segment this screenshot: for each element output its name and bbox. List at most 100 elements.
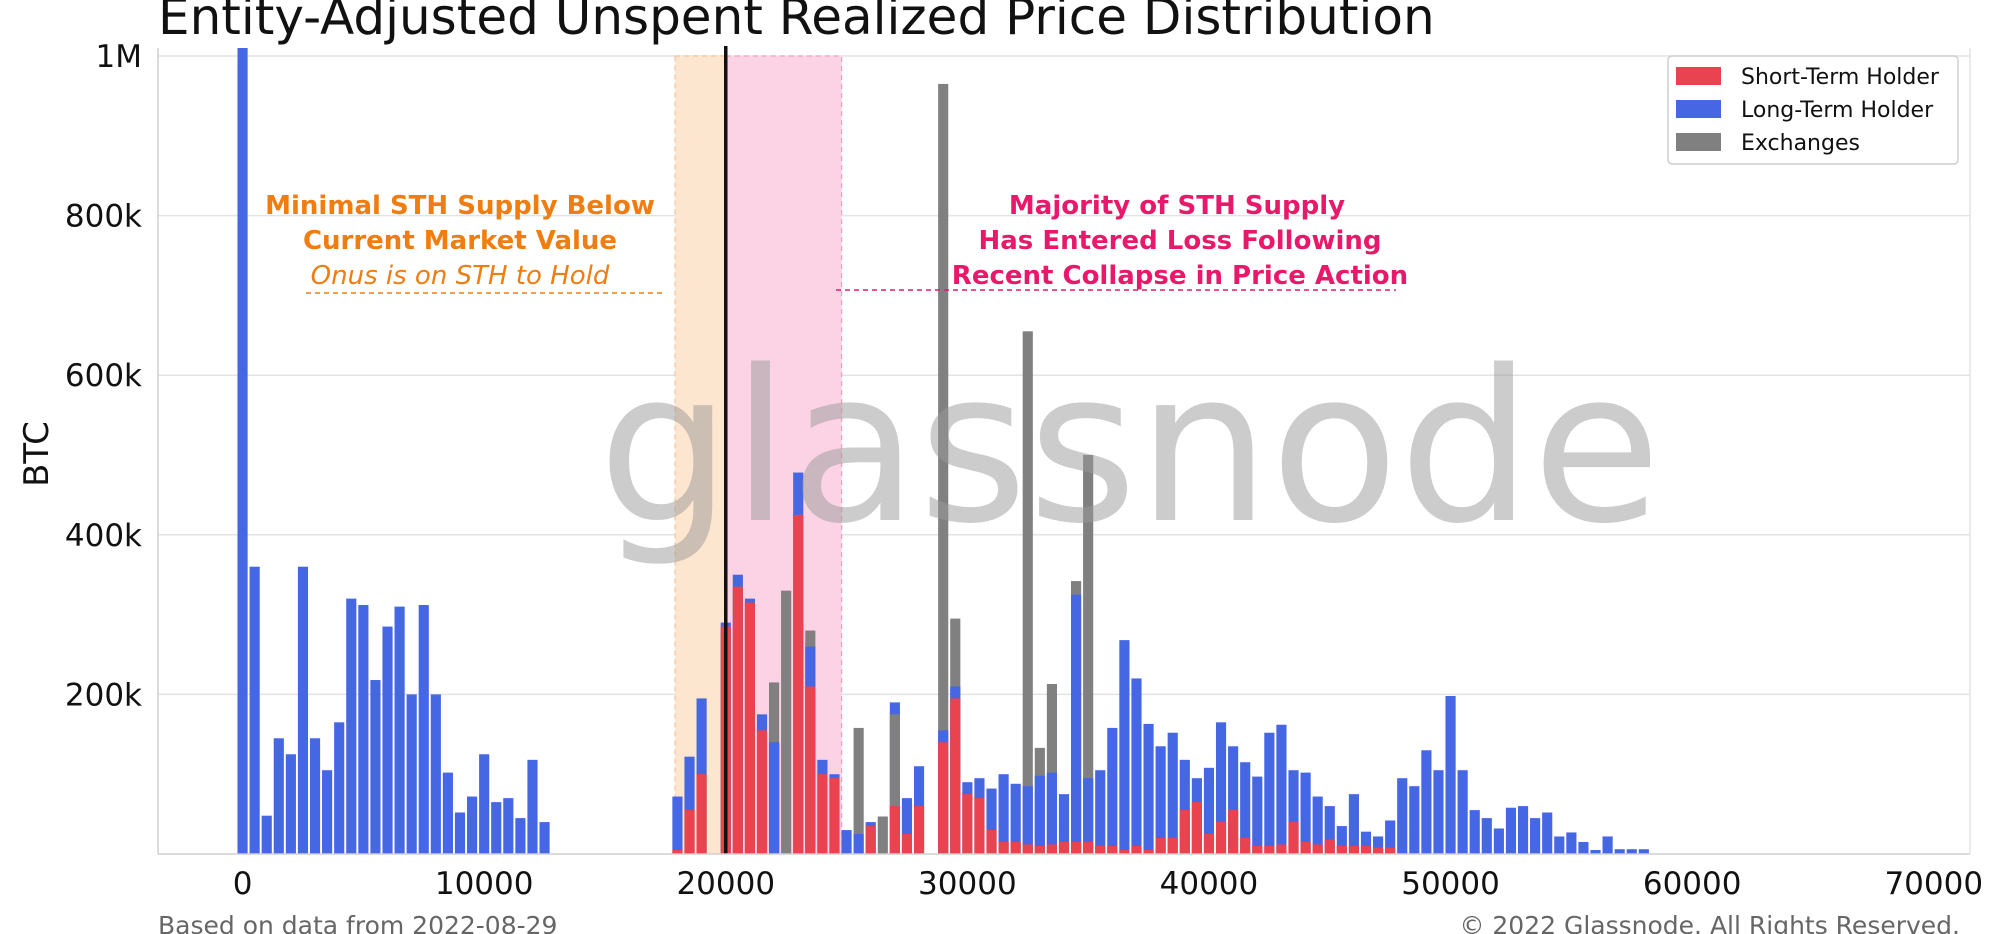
bar-long-term-holder: [1046, 772, 1057, 854]
bar-short-term-holder: [986, 830, 997, 854]
bar-long-term-holder: [998, 774, 1009, 854]
bar-exchanges: [781, 590, 792, 854]
annotation-left-line3: Onus is on STH to Hold: [311, 261, 610, 291]
bar-long-term-holder: [1421, 750, 1432, 854]
bar-long-term-holder: [1312, 796, 1323, 854]
bar-long-term-holder: [1517, 806, 1529, 854]
bar-long-term-holder: [1481, 818, 1492, 854]
bar-short-term-holder: [1131, 846, 1142, 854]
bar-short-term-holder: [1252, 846, 1263, 854]
bar-long-term-holder: [1010, 783, 1021, 854]
legend-label-exchanges: Exchanges: [1741, 131, 1860, 156]
bar-short-term-holder: [1288, 822, 1299, 854]
bar-exchanges: [1046, 684, 1057, 854]
bar-long-term-holder: [237, 48, 248, 854]
bar-long-term-holder: [527, 759, 538, 854]
bar-short-term-holder: [938, 742, 949, 854]
bar-long-term-holder: [1554, 836, 1565, 854]
bar-short-term-holder: [865, 826, 876, 854]
bar-long-term-holder: [1119, 640, 1130, 854]
bar-long-term-holder: [1203, 767, 1215, 854]
bar-long-term-holder: [1131, 678, 1142, 854]
bar-short-term-holder: [1240, 838, 1251, 854]
bar-short-term-holder: [1046, 844, 1057, 854]
bar-short-term-holder: [1022, 844, 1033, 854]
y-tick-label: 400k: [65, 518, 142, 554]
bar-long-term-holder: [334, 722, 345, 854]
bar-long-term-holder: [503, 798, 514, 854]
x-tick-label: 40000: [1160, 866, 1259, 902]
bar-long-term-holder: [273, 738, 284, 854]
bar-long-term-holder: [1276, 724, 1287, 854]
bar-long-term-holder: [1385, 820, 1396, 854]
bar-short-term-holder: [1119, 850, 1130, 854]
bar-long-term-holder: [1107, 727, 1118, 854]
bar-long-term-holder: [1566, 832, 1577, 854]
bar-long-term-holder: [1143, 723, 1154, 854]
bar-long-term-holder: [442, 772, 453, 854]
y-tick-label: 200k: [65, 677, 142, 713]
bar-long-term-holder: [1590, 850, 1601, 854]
bar-long-term-holder: [515, 818, 526, 854]
legend-label-lth: Long-Term Holder: [1741, 98, 1934, 123]
x-tick-label: 70000: [1884, 866, 1983, 902]
bar-long-term-holder: [1433, 770, 1444, 854]
footer-right: © 2022 Glassnode. All Rights Reserved.: [1459, 911, 1960, 934]
bar-short-term-holder: [696, 774, 707, 854]
bar-long-term-holder: [454, 812, 466, 854]
bar-long-term-holder: [1179, 759, 1190, 854]
bar-short-term-holder: [793, 514, 804, 854]
bar-short-term-holder: [962, 794, 973, 854]
x-tick-label: 20000: [676, 866, 775, 902]
y-tick-label: 800k: [65, 199, 142, 235]
bar-long-term-holder: [1602, 836, 1613, 854]
legend: Short-Term Holder Long-Term Holder Excha…: [1667, 55, 1959, 165]
bar-short-term-holder: [744, 602, 755, 854]
bar-long-term-holder: [1288, 770, 1299, 854]
bar-exchanges: [889, 714, 900, 854]
bar-short-term-holder: [1010, 842, 1021, 854]
bar-long-term-holder: [406, 694, 417, 854]
bars-layer: [237, 48, 1649, 855]
bar-long-term-holder: [491, 802, 502, 854]
legend-label-sth: Short-Term Holder: [1741, 65, 1940, 90]
annotation-left-line1: Minimal STH Supply Below: [265, 191, 655, 221]
legend-swatch-sth: [1676, 67, 1721, 85]
chart-title: Entity-Adjusted Unspent Realized Price D…: [158, 0, 1435, 46]
bar-long-term-holder: [1469, 810, 1480, 854]
bar-long-term-holder: [1228, 746, 1239, 854]
bar-long-term-holder: [479, 754, 490, 854]
bar-short-term-holder: [974, 798, 985, 854]
bar-short-term-holder: [913, 806, 925, 854]
bar-short-term-holder: [756, 730, 768, 854]
bar-short-term-holder: [684, 810, 695, 854]
y-tick-label: 1M: [96, 39, 142, 75]
bar-long-term-holder: [539, 822, 550, 854]
bar-exchanges: [938, 83, 949, 854]
bar-long-term-holder: [1348, 794, 1359, 854]
bar-long-term-holder: [1493, 828, 1504, 854]
axis-layer: [157, 48, 1971, 855]
bar-short-term-holder: [1143, 850, 1154, 854]
legend-box: [1667, 55, 1959, 165]
bar-short-term-holder: [1191, 802, 1202, 854]
x-tick-label: 10000: [435, 866, 534, 902]
legend-swatch-lth: [1676, 100, 1721, 118]
bar-long-term-holder: [346, 598, 357, 854]
bar-long-term-holder: [1058, 794, 1070, 854]
bar-long-term-holder: [1409, 786, 1420, 854]
annotation-left-line2: Current Market Value: [303, 226, 617, 256]
footer-left: Based on data from 2022-08-29: [158, 911, 557, 934]
bar-short-term-holder: [901, 834, 913, 854]
bar-long-term-holder: [1336, 826, 1347, 854]
bar-short-term-holder: [805, 686, 816, 854]
bar-long-term-holder: [1022, 786, 1033, 854]
bar-short-term-holder: [1336, 846, 1347, 854]
bar-long-term-holder: [684, 756, 695, 854]
annotation-right-line2: Has Entered Loss Following: [978, 226, 1381, 256]
annotation-right-line1: Majority of STH Supply: [1009, 191, 1345, 221]
bar-long-term-holder: [1626, 849, 1637, 854]
pink-band-border: [725, 55, 843, 855]
bar-short-term-holder: [672, 850, 683, 854]
bar-short-term-holder: [1107, 846, 1118, 854]
